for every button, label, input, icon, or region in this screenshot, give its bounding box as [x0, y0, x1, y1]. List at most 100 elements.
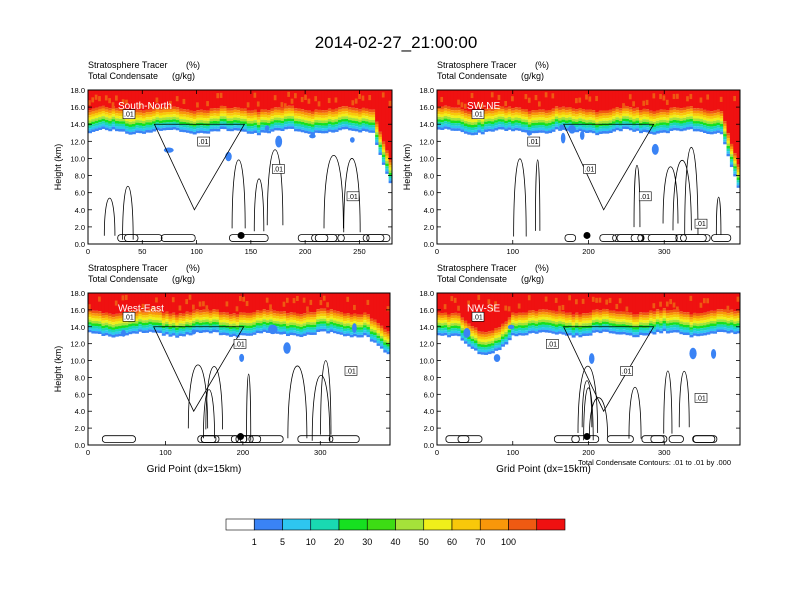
x-tick-label: 100	[506, 448, 519, 457]
contour-label: .01	[640, 194, 650, 201]
annotation-unit2: (g/kg)	[521, 274, 544, 284]
contour-label: .01	[585, 166, 595, 173]
y-tick-label: 8.0	[75, 373, 85, 382]
panel-sw-ne: .01.01.01.01.01SW-NE0.02.04.06.08.010.01…	[402, 60, 741, 256]
x-tick-label: 100	[190, 247, 203, 256]
y-tick-label: 10.0	[419, 154, 434, 163]
contour-label-box	[583, 164, 596, 174]
location-marker	[583, 231, 591, 239]
contour-footnote: Total Condensate Contours: .01 to .01 by…	[578, 458, 731, 467]
y-tick-label: 12.0	[419, 137, 434, 146]
x-tick-label: 100	[506, 247, 519, 256]
y-tick-label: 12.0	[419, 340, 434, 349]
annotation-unit1: (%)	[186, 263, 200, 273]
colorbar-swatch	[395, 518, 425, 531]
contour-label-box	[122, 312, 136, 322]
annotation-unit1: (%)	[186, 60, 200, 70]
colorbar-swatch	[253, 518, 283, 531]
contour-label-box	[694, 393, 708, 403]
colorbar-swatch	[282, 518, 312, 531]
y-tick-label: 6.0	[424, 390, 434, 399]
y-tick-label: 6.0	[424, 189, 434, 198]
contour-label-box	[272, 164, 285, 174]
contour-label-box	[197, 136, 210, 147]
x-tick-label: 200	[582, 448, 595, 457]
y-tick-label: 0.0	[75, 441, 85, 450]
x-tick-label: 200	[237, 448, 250, 457]
x-axis-label: Grid Point (dx=15km)	[496, 464, 591, 475]
contour-label-box	[344, 366, 358, 376]
colorbar-label: 100	[501, 537, 516, 547]
y-axis-label: Height (km)	[402, 144, 412, 191]
annotation-line2: Total Condensate	[88, 274, 158, 284]
y-tick-label: 2.0	[424, 424, 434, 433]
y-tick-label: 12.0	[70, 340, 85, 349]
contour-label: .01	[235, 341, 245, 348]
colorbar-swatch	[225, 518, 255, 531]
colorbar-swatch	[338, 518, 368, 531]
annotation-line1: Stratosphere Tracer	[88, 60, 168, 70]
y-tick-label: 0.0	[424, 240, 434, 249]
contour-label-box	[638, 191, 652, 202]
location-marker	[237, 433, 245, 441]
panel-west-east: .01.01.01West-East0.02.04.06.08.010.012.…	[53, 263, 391, 475]
y-tick-label: 8.0	[424, 373, 434, 382]
x-tick-label: 200	[299, 247, 312, 256]
colorbar-swatch	[451, 518, 481, 531]
x-tick-label: 150	[245, 247, 258, 256]
y-tick-label: 8.0	[75, 172, 85, 181]
annotation-unit1: (%)	[535, 60, 549, 70]
x-tick-label: 0	[86, 448, 90, 457]
plot-frame	[87, 292, 391, 446]
x-axis-label: Grid Point (dx=15km)	[147, 464, 242, 475]
annotation-unit1: (%)	[535, 263, 549, 273]
colorbar-label: 50	[419, 537, 429, 547]
contour-label: .01	[124, 112, 134, 119]
panel-south-north: .01.01.01.01South-North0.02.04.06.08.010…	[53, 60, 393, 256]
y-tick-label: 14.0	[70, 120, 85, 129]
figure-title: 2014-02-27_21:00:00	[314, 33, 478, 52]
y-tick-label: 10.0	[419, 357, 434, 366]
x-tick-label: 0	[86, 247, 90, 256]
panel-name: NW-SE	[467, 304, 500, 315]
colorbar-swatch	[536, 518, 566, 531]
colorbar-label: 70	[475, 537, 485, 547]
contour-label: .01	[696, 221, 706, 228]
contour-label-box	[471, 312, 485, 322]
colorbar-swatch	[423, 518, 453, 531]
annotation-unit2: (g/kg)	[172, 274, 195, 284]
y-tick-label: 8.0	[424, 172, 434, 181]
annotation-line1: Stratosphere Tracer	[88, 263, 168, 273]
location-marker	[583, 433, 591, 441]
y-tick-label: 2.0	[75, 223, 85, 232]
colorbar-label: 40	[390, 537, 400, 547]
contour-label-box	[694, 218, 708, 229]
colorbar: 1 5 10 20 30 40 50 60 70 100	[225, 518, 566, 547]
contour-label: .01	[273, 166, 283, 173]
plot-frame	[87, 89, 393, 245]
x-tick-label: 0	[435, 448, 439, 457]
annotation-unit2: (g/kg)	[172, 71, 195, 81]
colorbar-swatch	[366, 518, 396, 531]
y-tick-label: 16.0	[70, 306, 85, 315]
x-tick-label: 200	[582, 247, 595, 256]
y-tick-label: 0.0	[424, 441, 434, 450]
contour-label: .01	[473, 314, 483, 321]
y-tick-label: 16.0	[419, 103, 434, 112]
contour-label-box	[546, 339, 559, 349]
panel-nw-se: .01.01.01.01NW-SE0.02.04.06.08.010.012.0…	[419, 263, 741, 475]
contour-label-box	[471, 109, 485, 119]
x-tick-label: 100	[159, 448, 172, 457]
x-tick-label: 250	[353, 247, 366, 256]
y-tick-label: 4.0	[424, 206, 434, 215]
contour-label: .01	[199, 139, 209, 146]
contour-label: .01	[346, 368, 356, 375]
y-tick-label: 4.0	[75, 206, 85, 215]
y-tick-label: 14.0	[419, 323, 434, 332]
contour-label: .01	[622, 368, 632, 375]
y-tick-label: 12.0	[70, 137, 85, 146]
contour-label-box	[122, 109, 136, 119]
y-axis-label: Height (km)	[53, 144, 63, 191]
y-tick-label: 18.0	[419, 289, 434, 298]
